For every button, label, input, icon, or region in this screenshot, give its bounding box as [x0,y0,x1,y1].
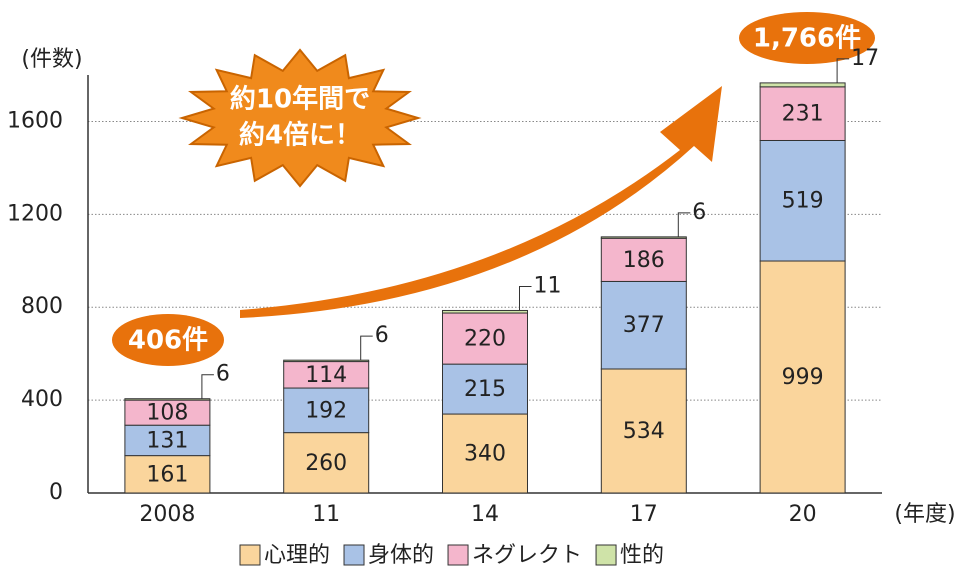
annotation: 約4倍に！ [239,120,361,151]
y-tick-label: 1200 [7,201,63,226]
y-tick-label: 400 [21,387,63,412]
data-label: 11 [534,273,562,298]
data-label: 999 [782,365,824,390]
x-tick-label: 20 [789,502,817,527]
annotation: 約10年間で [230,84,370,115]
y-tick-label: 0 [49,480,63,505]
y-tick-label: 1600 [7,108,63,133]
bar-segment [760,83,845,87]
data-label: 17 [851,46,879,71]
data-label: 231 [782,102,824,127]
leader-line [678,213,690,237]
bar-segment [284,360,369,361]
legend-swatch [240,545,260,565]
annotation: 406件 [128,326,208,356]
data-label: 192 [305,398,347,423]
data-label: 186 [623,248,665,273]
starburst [182,50,418,186]
legend-label: 身体的 [368,543,434,568]
data-label: 534 [623,419,665,444]
leader-line [361,336,373,360]
data-label: 215 [464,377,506,402]
x-tick-label: 14 [471,502,499,527]
legend-swatch [448,545,468,565]
data-label: 114 [305,363,347,388]
legend-label: ネグレクト [472,543,582,568]
legend-label: 心理的 [264,543,330,568]
y-tick-label: 800 [21,294,63,319]
data-label: 108 [146,401,188,426]
leader-line [202,375,214,399]
bar-segment [125,399,210,400]
legend-swatch [596,545,616,565]
leader-line [837,59,849,83]
data-label: 220 [464,327,506,352]
data-label: 519 [782,189,824,214]
data-label: 6 [216,362,230,387]
bar-segment [601,237,686,238]
data-label: 260 [305,451,347,476]
annotation: 1,766件 [753,24,861,54]
data-label: 377 [623,313,665,338]
data-label: 340 [464,442,506,467]
data-label: 6 [692,200,706,225]
legend-label: 性的 [620,543,664,568]
chart: 406件 1,766件 約10年間で 約4倍に！ (件数) (年度) 0 400 8… [0,0,979,575]
x-tick-label: 11 [312,502,340,527]
legend-swatch [344,545,364,565]
data-label: 161 [146,462,188,487]
data-label: 6 [375,323,389,348]
x-tick-label: 17 [630,502,658,527]
x-axis-title: (年度) [894,502,955,527]
bar-segment [443,310,528,313]
data-label: 131 [146,428,188,453]
y-axis-title: (件数) [21,47,82,72]
x-tick-label: 2008 [139,502,195,527]
